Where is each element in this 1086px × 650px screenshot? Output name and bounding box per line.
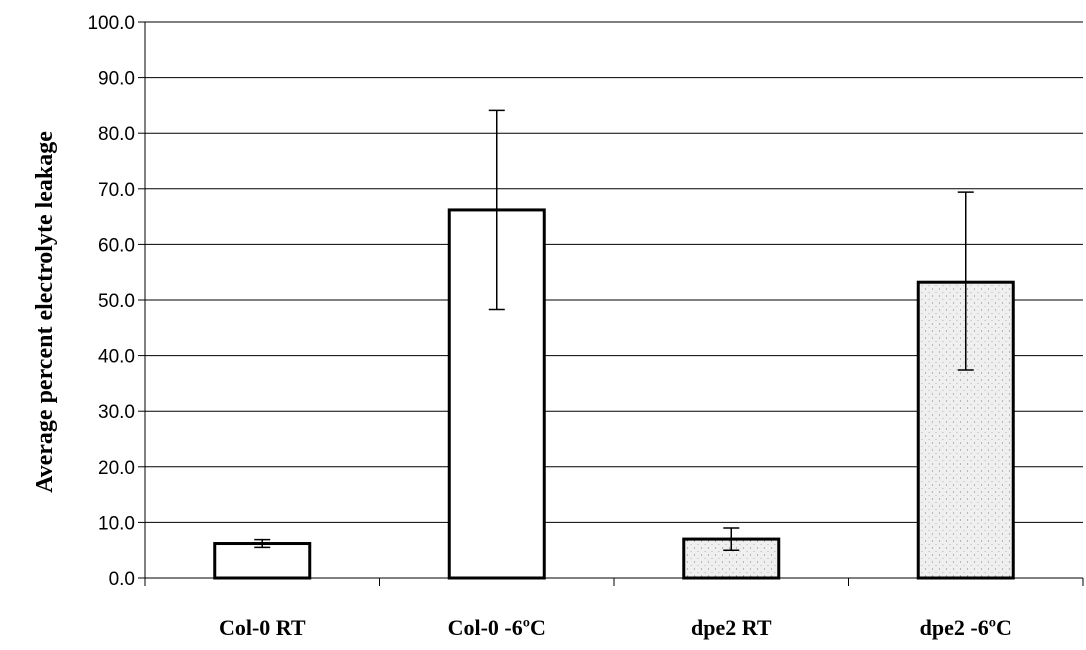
y-axis-title: Average percent electrolyte leakage <box>32 131 58 493</box>
y-tick-label: 100.0 <box>87 13 135 34</box>
y-tick-labels: 0.0 10.0 20.0 30.0 40.0 50.0 60.0 70.0 80.0 90.0 1… <box>87 13 135 590</box>
y-tick-label: 20.0 <box>98 458 135 479</box>
x-category-labels: Col-0 RT Col-0 -6ºC dpe2 RT dpe2 -6ºC <box>219 615 1012 640</box>
x-category-label: Col-0 -6ºC <box>448 615 546 640</box>
gridlines <box>145 21 1083 523</box>
y-tick-label: 10.0 <box>98 513 135 534</box>
y-tick-label: 60.0 <box>98 235 135 256</box>
y-tick-label: 80.0 <box>98 124 135 145</box>
y-tick-label: 70.0 <box>98 180 135 201</box>
x-category-label: Col-0 RT <box>219 615 306 640</box>
x-category-label: dpe2 RT <box>691 615 772 640</box>
y-tick-label: 0.0 <box>109 569 135 590</box>
error-bars <box>254 109 974 551</box>
y-tick-label: 50.0 <box>98 291 135 312</box>
x-category-label: dpe2 -6ºC <box>920 615 1012 640</box>
y-tick-label: 90.0 <box>98 69 135 90</box>
y-tick-label: 30.0 <box>98 402 135 423</box>
y-tick-label: 40.0 <box>98 347 135 368</box>
bar-1 <box>213 542 312 580</box>
